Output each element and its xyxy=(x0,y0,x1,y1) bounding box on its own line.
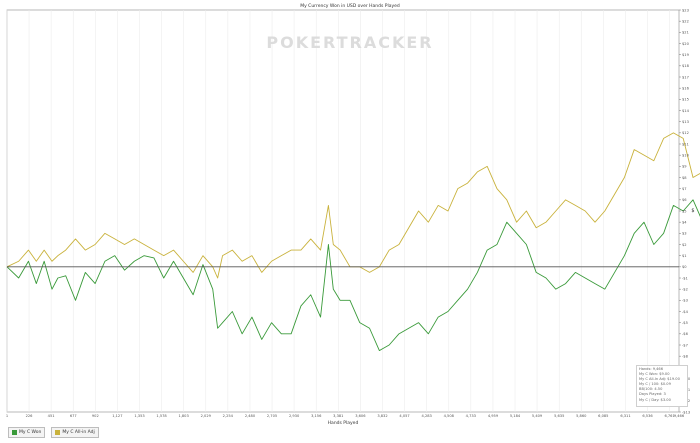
series-line-won xyxy=(6,199,700,352)
y-tick-label: $20 xyxy=(682,42,690,46)
x-tick-label: 1,803 xyxy=(178,414,188,418)
y-tick-label: $23 xyxy=(682,8,689,12)
y-tick-label: -$13 xyxy=(682,410,690,414)
y-tick-label: $1 xyxy=(682,254,687,258)
y-tick-label: $3 xyxy=(682,232,687,236)
y-tick-label: $16 xyxy=(682,86,690,90)
x-tick-label: 226 xyxy=(26,414,34,418)
y-tick-label: $4 xyxy=(682,220,687,224)
y-axis-label: $ xyxy=(691,208,694,214)
y-tick-label: -$3 xyxy=(682,299,688,303)
x-tick-label: 2,480 xyxy=(245,414,256,418)
x-tick-label: 451 xyxy=(48,414,55,418)
y-tick-label: $5 xyxy=(682,209,687,213)
y-tick-label: -$1 xyxy=(682,276,688,280)
y-tick-label: -$8 xyxy=(682,354,689,358)
grid-layer xyxy=(6,10,670,412)
y-tick-label: $12 xyxy=(682,131,689,135)
chart-legend: My C Won My C All-in Adj xyxy=(8,427,99,438)
stats-line: Hands: 9,466 xyxy=(639,367,663,371)
y-tick-label: $10 xyxy=(682,153,690,157)
y-tick-label: -$4 xyxy=(682,310,689,314)
x-tick-label: 9,466 xyxy=(674,414,685,418)
x-tick-label: 2,930 xyxy=(289,414,300,418)
y-tick-label: $9 xyxy=(682,165,687,169)
watermark: POKERTRACKER xyxy=(266,33,433,52)
y-tick-label: $19 xyxy=(682,53,690,57)
y-tick-label: $7 xyxy=(682,187,687,191)
x-tick-label: 3,381 xyxy=(333,414,343,418)
y-tick-label: $13 xyxy=(682,120,689,124)
x-tick-label: 2,029 xyxy=(201,414,212,418)
x-tick-label: 2,254 xyxy=(223,414,234,418)
stats-line: My C / 100: $0.09 xyxy=(639,382,671,387)
x-tick-label: 6,536 xyxy=(642,414,653,418)
x-tick-label: 3,832 xyxy=(377,414,387,418)
x-tick-label: 4,959 xyxy=(488,414,499,418)
y-tick-label: -$2 xyxy=(682,287,688,291)
y-tick-label: $17 xyxy=(682,75,689,79)
y-tick-label: -$5 xyxy=(682,321,688,325)
legend-label-won: My C Won xyxy=(19,430,42,435)
y-tick-label: $2 xyxy=(682,243,687,247)
legend-label-allin: My C All-in Adj xyxy=(62,430,95,435)
y-tick-label: $21 xyxy=(682,31,689,35)
x-tick-label: 1,353 xyxy=(134,414,144,418)
x-tick-label: 5,409 xyxy=(532,414,543,418)
x-tick-label: 6,085 xyxy=(598,414,608,418)
y-tick-label: $0 xyxy=(682,265,687,269)
plot-area xyxy=(6,9,680,413)
x-tick-label: 6,761 xyxy=(664,414,674,418)
x-tick-label: 4,508 xyxy=(444,414,455,418)
y-axis: $23 $22 $21 $20 $19 $18 $17 $16 $15 $14 $13 $12 $11 $… xyxy=(679,8,691,414)
y-tick-label: $11 xyxy=(682,142,689,146)
y-tick-label: $8 xyxy=(682,176,687,180)
y-tick-label: $15 xyxy=(682,98,689,102)
stats-line: BB/100: 4.50 xyxy=(639,387,663,392)
stats-box: Hands: 9,466 My C Won: $9.00 My C All-In… xyxy=(636,365,688,407)
x-tick-label: 3,606 xyxy=(355,414,366,418)
x-tick-label: 1 xyxy=(6,414,8,418)
x-tick-label: 677 xyxy=(70,414,77,418)
legend-swatch-won xyxy=(12,430,17,435)
x-tick-label: 1,578 xyxy=(156,414,167,418)
x-axis: 1 226 451 677 902 1,127 1,353 1,578 1,803 2,029 2,… xyxy=(6,414,685,418)
x-tick-label: 3,156 xyxy=(311,414,322,418)
chart-title: My Currency Won in USD over Hands Played xyxy=(300,3,400,9)
x-tick-label: 4,283 xyxy=(422,414,432,418)
legend-item-won[interactable]: My C Won xyxy=(8,427,46,438)
x-tick-label: 902 xyxy=(92,414,99,418)
stats-line: My C Won: $9.00 xyxy=(639,372,670,377)
legend-item-allin[interactable]: My C All-in Adj xyxy=(51,427,99,438)
series-line-allin-adj xyxy=(6,132,700,279)
x-axis-label: Hands Played xyxy=(328,420,359,426)
x-tick-label: 4,733 xyxy=(466,414,476,418)
x-tick-label: 4,057 xyxy=(399,414,409,418)
x-tick-label: 1,127 xyxy=(112,414,122,418)
y-tick-label: -$6 xyxy=(682,332,689,336)
stats-line: Days Played: 3 xyxy=(639,392,666,397)
x-tick-label: 5,635 xyxy=(554,414,564,418)
x-tick-label: 6,311 xyxy=(620,414,630,418)
x-tick-label: 5,184 xyxy=(510,414,521,418)
y-tick-label: $18 xyxy=(682,64,690,68)
y-tick-label: $6 xyxy=(682,198,687,202)
y-tick-label: $22 xyxy=(682,19,689,23)
x-tick-label: 2,705 xyxy=(267,414,277,418)
stats-line: My C / Day: $3.00 xyxy=(639,397,671,402)
x-tick-label: 5,860 xyxy=(576,414,587,418)
y-tick-label: -$7 xyxy=(682,343,688,347)
y-tick-label: $14 xyxy=(682,109,690,113)
stats-line: My C All-In Adj: $19.00 xyxy=(639,377,680,382)
legend-swatch-allin xyxy=(55,430,61,435)
series-layer xyxy=(6,132,700,352)
